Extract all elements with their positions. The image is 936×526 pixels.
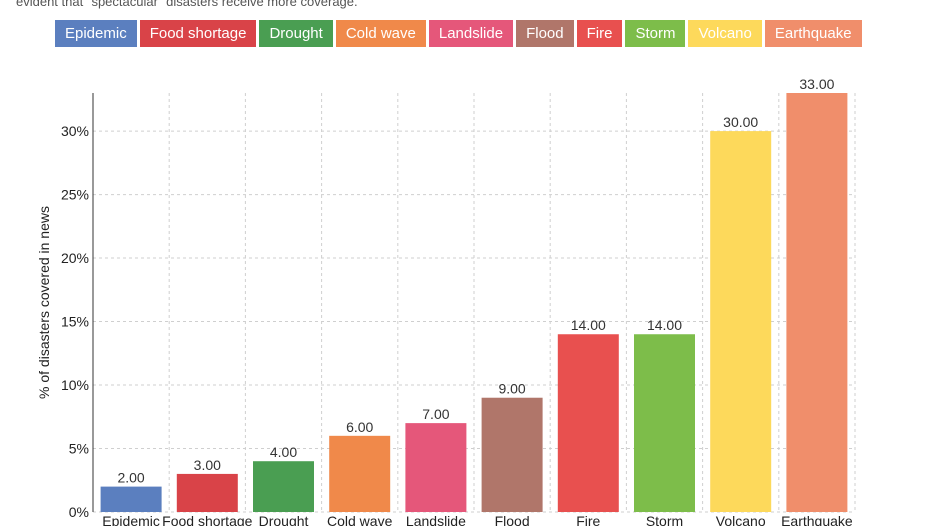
x-tick-label: Volcano <box>716 513 766 526</box>
x-tick-label: Landslide <box>406 513 466 526</box>
bar-value-label: 4.00 <box>270 444 297 460</box>
bar-epidemic <box>100 486 162 512</box>
bar-value-label: 9.00 <box>498 381 525 397</box>
bar-volcano <box>710 131 772 512</box>
chart-legend: Epidemic Food shortage Drought Cold wave Lan… <box>55 20 862 47</box>
bar-value-label: 6.00 <box>346 419 373 435</box>
x-tick-label: Food shortage <box>162 513 252 526</box>
bar-landslide <box>405 423 467 512</box>
x-tick-label: Epidemic <box>102 513 160 526</box>
x-tick-label: Drought <box>259 513 309 526</box>
bar-food-shortage <box>176 473 238 512</box>
y-tick-label: 30% <box>61 123 89 139</box>
bar-cold-wave <box>329 435 391 512</box>
y-tick-label: 5% <box>69 441 89 457</box>
x-tick-label: Cold wave <box>327 513 393 526</box>
bar-value-label: 2.00 <box>117 470 144 486</box>
y-tick-label: 15% <box>61 314 89 330</box>
x-tick-label: Flood <box>495 513 530 526</box>
bar-value-label: 33.00 <box>799 76 834 92</box>
legend-item-storm[interactable]: Storm <box>625 20 686 47</box>
x-tick-label: Storm <box>646 513 683 526</box>
bar-value-label: 14.00 <box>571 317 606 333</box>
legend-item-fire[interactable]: Fire <box>576 20 623 47</box>
bar-fire <box>557 334 619 512</box>
legend-item-cold-wave[interactable]: Cold wave <box>335 20 426 47</box>
legend-item-epidemic[interactable]: Epidemic <box>55 20 137 47</box>
legend-item-earthquake[interactable]: Earthquake <box>764 20 862 47</box>
bar-value-label: 30.00 <box>723 114 758 130</box>
y-tick-label: 20% <box>61 250 89 266</box>
x-tick-label: Earthquake <box>781 513 853 526</box>
bar-value-label: 3.00 <box>194 457 221 473</box>
bar-earthquake <box>786 93 848 512</box>
legend-item-drought[interactable]: Drought <box>259 20 333 47</box>
legend-item-landslide[interactable]: Landslide <box>428 20 514 47</box>
legend-item-flood[interactable]: Flood <box>516 20 574 47</box>
bar-drought <box>253 461 314 512</box>
bar-storm <box>634 334 695 512</box>
y-tick-label: 0% <box>69 504 89 520</box>
bar-value-label: 14.00 <box>647 317 682 333</box>
legend-item-food-shortage[interactable]: Food shortage <box>139 20 257 47</box>
bar-flood <box>481 397 543 512</box>
x-tick-label: Fire <box>576 513 600 526</box>
y-tick-label: 25% <box>61 187 89 203</box>
legend-item-volcano[interactable]: Volcano <box>688 20 762 47</box>
bar-value-label: 7.00 <box>422 406 449 422</box>
y-tick-label: 10% <box>61 377 89 393</box>
chart-caption: evident that "spectacular" disasters rec… <box>16 0 358 9</box>
y-axis-title: % of disasters covered in news <box>36 206 52 399</box>
